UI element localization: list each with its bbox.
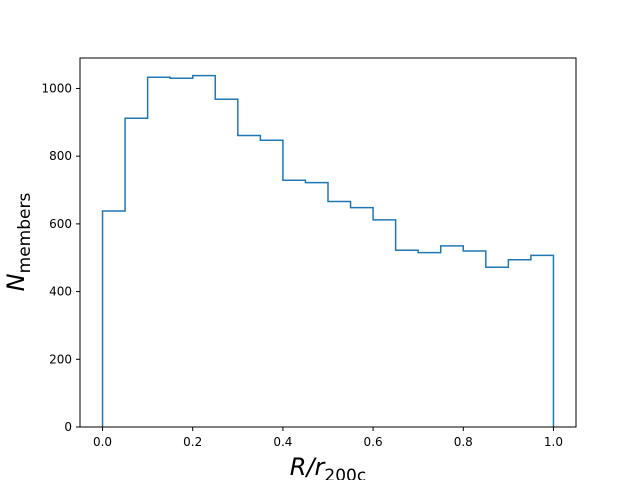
- y-axis-label-main: N: [2, 273, 30, 291]
- x-axis-ticks: 0.0 0.2 0.4 0.6 0.8 1.0: [93, 427, 563, 449]
- x-tick-label: 0.2: [183, 435, 202, 449]
- y-axis-label: Nmembers: [2, 193, 35, 292]
- y-axis-label-subscript: members: [15, 193, 35, 274]
- x-tick-label: 0.8: [454, 435, 473, 449]
- y-tick-label: 0: [64, 420, 72, 434]
- x-tick-label: 1.0: [544, 435, 563, 449]
- y-axis-ticks: 0 200 400 600 800 1000: [41, 81, 80, 434]
- y-tick-label: 200: [49, 352, 72, 366]
- plot-frame: [79, 57, 577, 428]
- y-tick-label: 1000: [41, 81, 72, 95]
- y-tick-label: 800: [49, 149, 72, 163]
- x-axis-label: R/r200c: [290, 453, 366, 480]
- y-tick-label: 400: [49, 285, 72, 299]
- x-tick-label: 0.0: [93, 435, 112, 449]
- plot-area: [80, 58, 576, 427]
- x-axis-label-main: R/r: [290, 453, 327, 480]
- x-tick-label: 0.4: [273, 435, 292, 449]
- x-tick-label: 0.6: [364, 435, 383, 449]
- histogram-step-line: [101, 74, 555, 427]
- y-tick-label: 600: [49, 217, 72, 231]
- x-axis-label-subscript: 200c: [324, 466, 366, 480]
